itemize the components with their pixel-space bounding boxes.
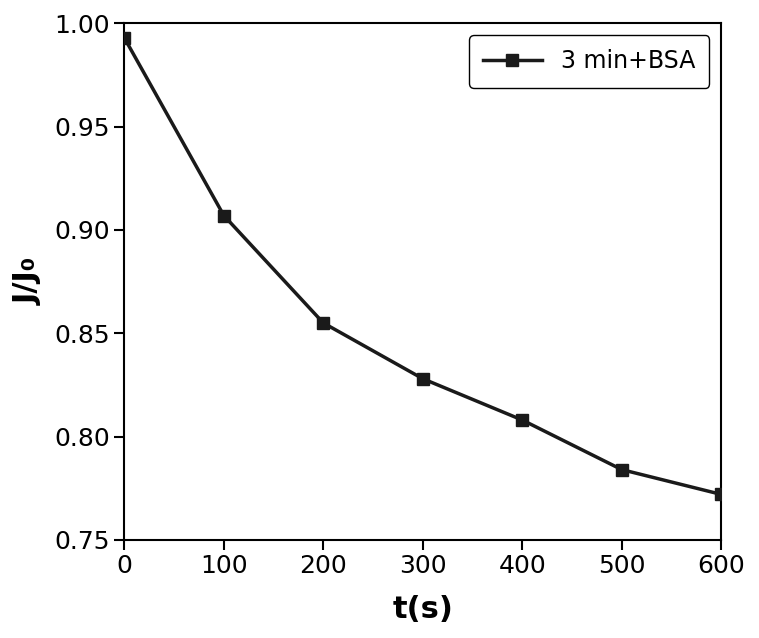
X-axis label: t(s): t(s) (392, 595, 453, 624)
Legend: 3 min+BSA: 3 min+BSA (469, 35, 710, 87)
Y-axis label: J/J₀: J/J₀ (14, 258, 43, 305)
